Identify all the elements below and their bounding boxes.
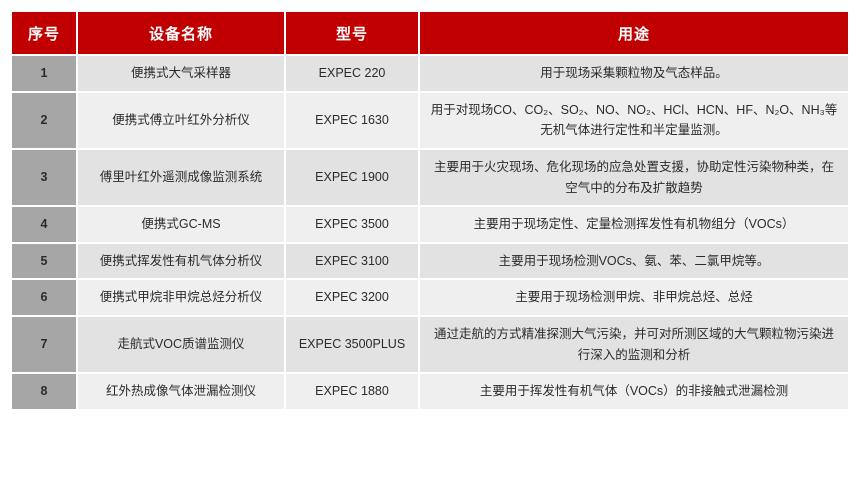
cell-index: 4 — [12, 207, 76, 242]
table-row: 6 便携式甲烷非甲烷总烃分析仪 EXPEC 3200 主要用于现场检测甲烷、非甲烷总烃… — [12, 280, 848, 315]
column-header-index: 序号 — [12, 12, 76, 54]
cell-equipment-name: 红外热成像气体泄漏检测仪 — [78, 374, 284, 409]
cell-model: EXPEC 220 — [286, 56, 418, 91]
cell-equipment-name: 便携式甲烷非甲烷总烃分析仪 — [78, 280, 284, 315]
cell-purpose: 主要用于火灾现场、危化现场的应急处置支援，协助定性污染物种类，在空气中的分布及扩… — [420, 149, 848, 206]
cell-index: 7 — [12, 317, 76, 373]
column-header-name: 设备名称 — [78, 12, 284, 54]
table-row: 1 便携式大气采样器 EXPEC 220 用于现场采集颗粒物及气态样品。 — [12, 56, 848, 91]
cell-equipment-name: 便携式GC-MS — [78, 207, 284, 242]
cell-purpose: 主要用于现场定性、定量检测挥发性有机物组分（VOCs） — [420, 207, 848, 242]
cell-equipment-name: 便携式大气采样器 — [78, 56, 284, 91]
table-row: 7 走航式VOC质谱监测仪 EXPEC 3500PLUS 通过走航的方式精准探测大气污… — [12, 317, 848, 373]
table-row: 4 便携式GC-MS EXPEC 3500 主要用于现场定性、定量检测挥发性有机物组分… — [12, 207, 848, 242]
cell-purpose: 主要用于现场检测VOCs、氨、苯、二氯甲烷等。 — [420, 243, 848, 279]
cell-index: 2 — [12, 92, 76, 148]
cell-index: 6 — [12, 280, 76, 315]
cell-purpose: 用于现场采集颗粒物及气态样品。 — [420, 56, 848, 91]
cell-equipment-name: 便携式傅立叶红外分析仪 — [78, 92, 284, 148]
cell-model: EXPEC 3500 — [286, 207, 418, 242]
equipment-table: 序号 设备名称 型号 用途 1 便携式大气采样器 EXPEC 220 用于现场采集颗粒… — [10, 10, 850, 411]
column-header-model: 型号 — [286, 12, 418, 54]
table-row: 2 便携式傅立叶红外分析仪 EXPEC 1630 用于对现场CO、CO₂、SO₂、NO… — [12, 92, 848, 148]
cell-model: EXPEC 3200 — [286, 280, 418, 315]
cell-purpose: 用于对现场CO、CO₂、SO₂、NO、NO₂、HCl、HCN、HF、N₂O、NH… — [420, 92, 848, 148]
cell-purpose: 主要用于现场检测甲烷、非甲烷总烃、总烃 — [420, 280, 848, 315]
column-header-purpose: 用途 — [420, 12, 848, 54]
cell-equipment-name: 傅里叶红外遥测成像监测系统 — [78, 149, 284, 206]
cell-index: 3 — [12, 149, 76, 206]
cell-model: EXPEC 3100 — [286, 243, 418, 279]
table-row: 5 便携式挥发性有机气体分析仪 EXPEC 3100 主要用于现场检测VOCs、氨、苯… — [12, 243, 848, 279]
cell-purpose: 主要用于挥发性有机气体（VOCs）的非接触式泄漏检测 — [420, 374, 848, 409]
cell-equipment-name: 走航式VOC质谱监测仪 — [78, 317, 284, 373]
table-body: 1 便携式大气采样器 EXPEC 220 用于现场采集颗粒物及气态样品。 2 便携式傅立叶… — [12, 56, 848, 409]
table-header-row: 序号 设备名称 型号 用途 — [12, 12, 848, 54]
cell-model: EXPEC 1630 — [286, 92, 418, 148]
cell-model: EXPEC 1880 — [286, 374, 418, 409]
cell-model: EXPEC 1900 — [286, 149, 418, 206]
cell-index: 1 — [12, 56, 76, 91]
cell-model: EXPEC 3500PLUS — [286, 317, 418, 373]
table-row: 8 红外热成像气体泄漏检测仪 EXPEC 1880 主要用于挥发性有机气体（VOCs）… — [12, 374, 848, 409]
cell-purpose: 通过走航的方式精准探测大气污染，并可对所测区域的大气颗粒物污染进行深入的监测和分… — [420, 317, 848, 373]
table-header: 序号 设备名称 型号 用途 — [12, 12, 848, 54]
cell-index: 8 — [12, 374, 76, 409]
table-row: 3 傅里叶红外遥测成像监测系统 EXPEC 1900 主要用于火灾现场、危化现场的应急… — [12, 149, 848, 206]
cell-equipment-name: 便携式挥发性有机气体分析仪 — [78, 243, 284, 279]
cell-index: 5 — [12, 243, 76, 279]
